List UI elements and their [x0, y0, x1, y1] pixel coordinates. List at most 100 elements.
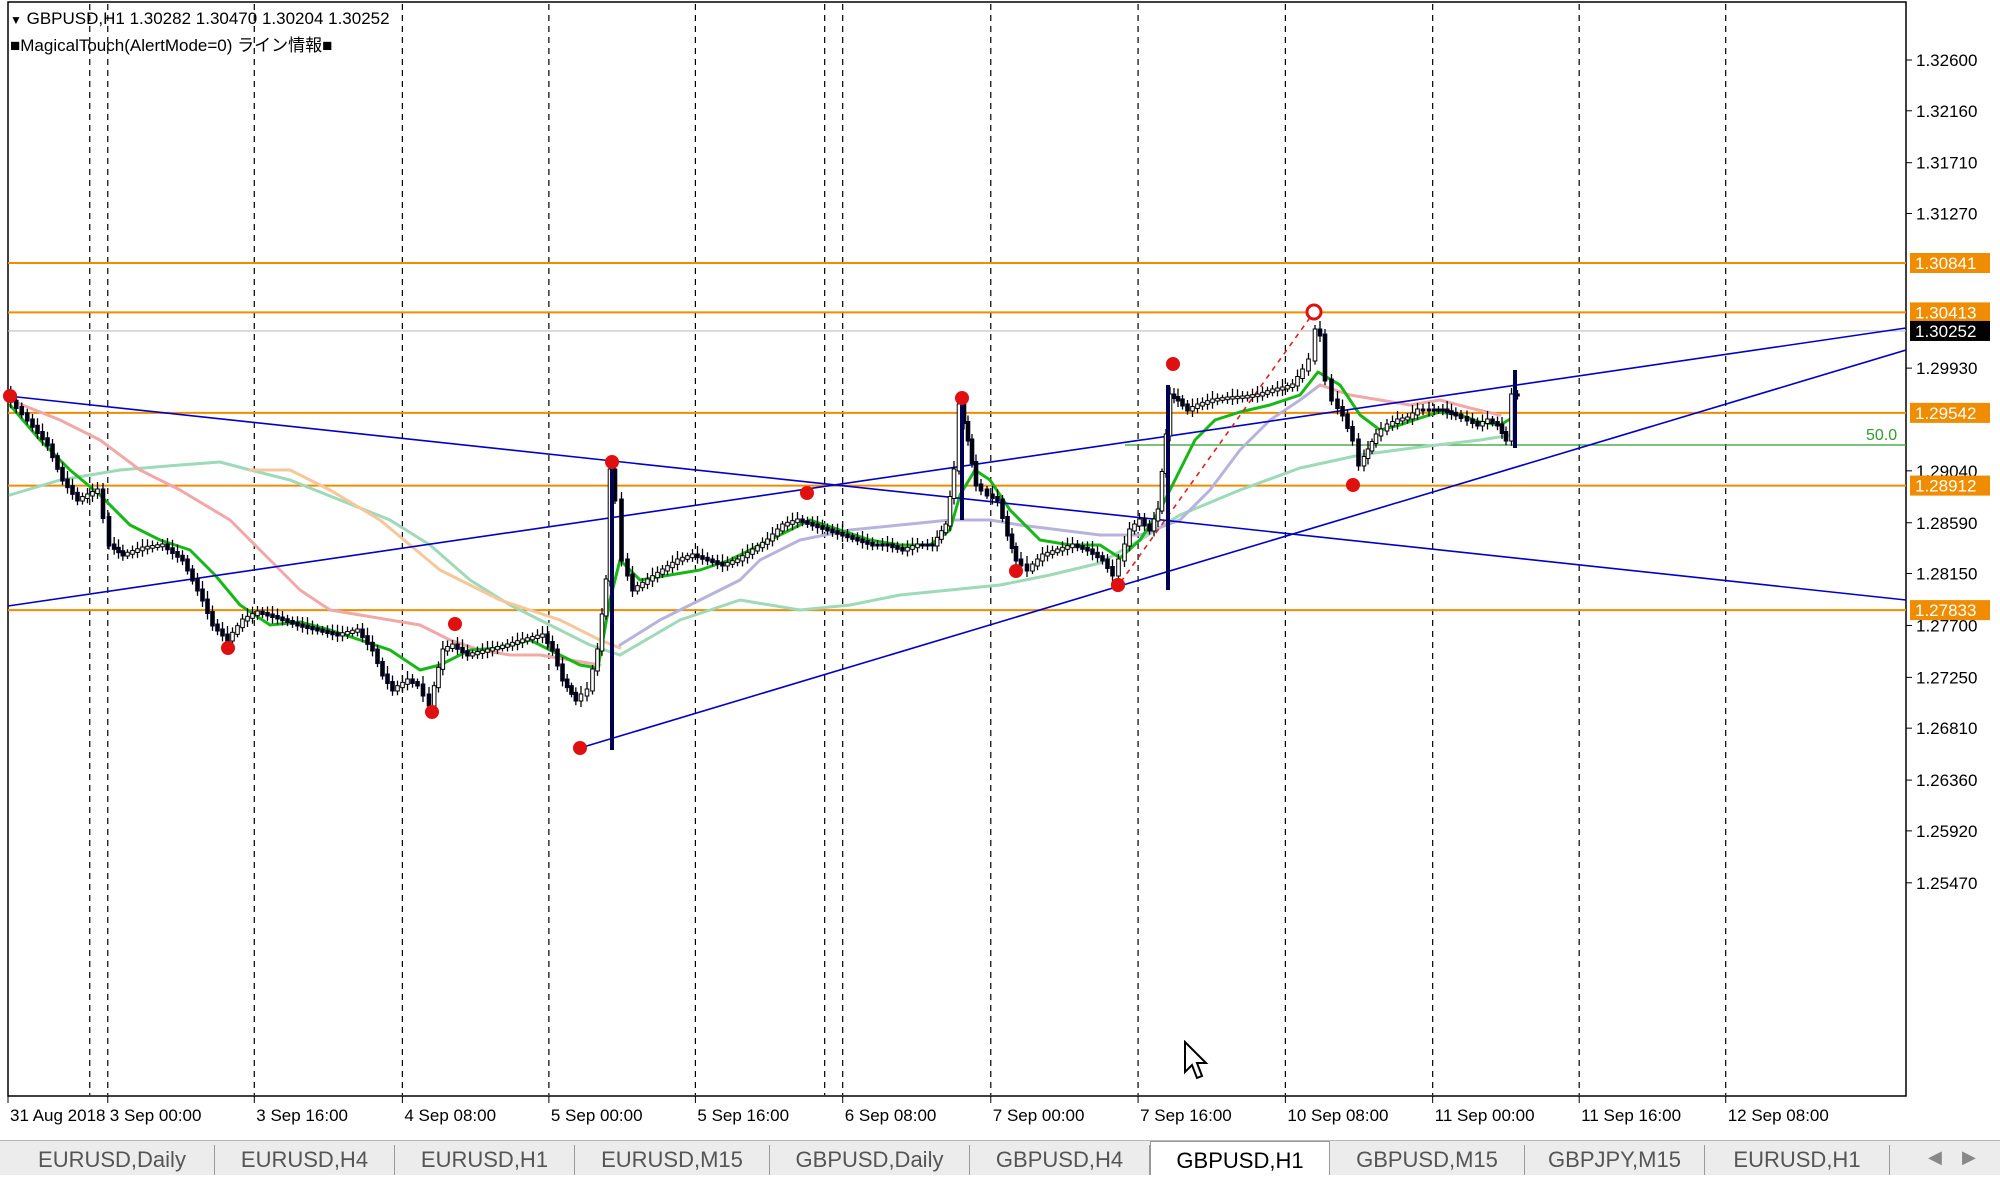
candle-body: [1225, 396, 1230, 401]
mouse-cursor-icon: [1184, 1040, 1209, 1080]
candle-body: [650, 575, 655, 582]
swing-point-dot: [1166, 357, 1180, 371]
candle-body: [1035, 558, 1040, 567]
chart-tab-eurusd-m15[interactable]: EURUSD,M15: [575, 1145, 770, 1175]
candle-body: [973, 461, 979, 487]
candle-body: [335, 632, 340, 637]
candle-body: [625, 558, 630, 577]
candle-body: [1285, 385, 1290, 390]
candle-body: [265, 612, 270, 617]
candle-body: [540, 633, 545, 638]
candle-body: [805, 520, 810, 525]
candle-body: [710, 558, 715, 564]
candle-body: [431, 685, 437, 707]
candle-body: [670, 561, 675, 569]
candle-body: [1260, 391, 1265, 397]
chart-tab-eurusd-daily[interactable]: EURUSD,Daily: [10, 1145, 215, 1175]
time-axis: 31 Aug 2018 3 Sep 00:00 3 Sep 16:00 4 Sep 0…: [7, 1096, 1829, 1125]
candle-body: [106, 516, 112, 547]
candle-spike: [610, 460, 614, 750]
chart-tab-gbpusd-h1[interactable]: GBPUSD,H1: [1150, 1141, 1330, 1175]
candle-body: [810, 521, 815, 527]
candle-body: [90, 491, 95, 497]
candle-body: [1065, 545, 1070, 550]
fib-50-label: 50.0: [1866, 427, 1897, 444]
candle-body: [690, 553, 695, 559]
candle-body: [535, 634, 540, 639]
chart-tab-eurusd-h4[interactable]: EURUSD,H4: [215, 1145, 395, 1175]
candle-body: [270, 613, 275, 618]
candle-body: [440, 648, 446, 670]
chart-tab-eurusd-h1[interactable]: EURUSD,H1: [1705, 1145, 1890, 1175]
candle-body: [1195, 403, 1200, 409]
candle-body: [905, 546, 910, 552]
chart-menu-triangle-icon[interactable]: ▼: [10, 13, 22, 27]
candle-body: [1205, 400, 1210, 405]
candle-body: [515, 640, 520, 645]
candle-body: [1490, 418, 1495, 424]
candle-body: [1449, 410, 1454, 415]
candle-body: [765, 538, 770, 545]
candle-body: [1420, 408, 1426, 412]
candle-body: [900, 546, 905, 552]
candle-body: [405, 678, 410, 685]
candle-body: [1030, 563, 1035, 572]
swing-point-dot: [3, 389, 17, 403]
price-tick-label: 1.27700: [1916, 616, 1977, 635]
candle-body: [285, 618, 290, 623]
time-tick-label: 11 Sep 16:00: [1581, 1106, 1681, 1125]
candle-body: [520, 638, 525, 644]
candle-body: [630, 573, 635, 592]
candle-body: [145, 545, 150, 550]
moving-average-fast: [8, 370, 1514, 672]
candle-body: [785, 521, 790, 527]
candle-body: [825, 526, 830, 532]
candle-body: [840, 531, 845, 537]
candle-body: [485, 648, 490, 653]
candle-body: [420, 683, 426, 697]
candle-body: [95, 488, 100, 494]
chart-tab-gbpusd-daily[interactable]: GBPUSD,Daily: [770, 1145, 970, 1175]
candle-body: [460, 646, 465, 654]
candle-body: [1151, 518, 1157, 532]
time-tick-label: 7 Sep 00:00: [993, 1106, 1085, 1125]
candle-body: [795, 518, 800, 524]
candle-body: [947, 496, 953, 527]
moving-average-medium: [8, 398, 602, 667]
candle-body: [745, 551, 750, 559]
chart-tab-eurusd-h1[interactable]: EURUSD,H1: [395, 1145, 575, 1175]
candle-body: [1075, 543, 1080, 549]
candle-body: [30, 418, 35, 428]
time-tick-label: 3 Sep 00:00: [110, 1106, 202, 1125]
chart-tab-gbpjpy-m15[interactable]: GBPJPY,M15: [1525, 1145, 1705, 1175]
chart-tab-gbpusd-m15[interactable]: GBPUSD,M15: [1330, 1145, 1525, 1175]
candle-body: [1400, 417, 1405, 422]
candle-body: [1322, 333, 1328, 382]
candle-body: [220, 628, 225, 637]
time-tick-label: 3 Sep 16:00: [256, 1106, 348, 1125]
candle-body: [815, 523, 820, 529]
candle-body: [325, 629, 330, 634]
candle-body: [120, 550, 126, 557]
chart-tab-gbpusd-h4[interactable]: GBPUSD,H4: [970, 1145, 1150, 1175]
candle-body: [1142, 518, 1147, 527]
candle-body: [1426, 408, 1432, 412]
candle-body: [470, 652, 475, 657]
candle-body: [13, 399, 19, 409]
candle-body: [45, 437, 50, 447]
candle-body: [1384, 423, 1390, 432]
tab-scroll-left-icon[interactable]: ◀: [1928, 1147, 1942, 1168]
candle-body: [660, 568, 665, 575]
swing-point-dot: [800, 486, 814, 500]
candle-body: [599, 613, 605, 652]
price-tick-label: 1.25470: [1916, 874, 1977, 893]
candle-body: [564, 678, 570, 689]
candle-body: [1431, 408, 1437, 412]
candle-body: [525, 637, 530, 642]
candle-body: [1105, 558, 1110, 569]
candle-body: [1295, 376, 1300, 387]
candle-body: [1255, 393, 1260, 398]
tab-scroll-right-icon[interactable]: ▶: [1962, 1147, 1976, 1168]
candle-body: [205, 598, 210, 614]
